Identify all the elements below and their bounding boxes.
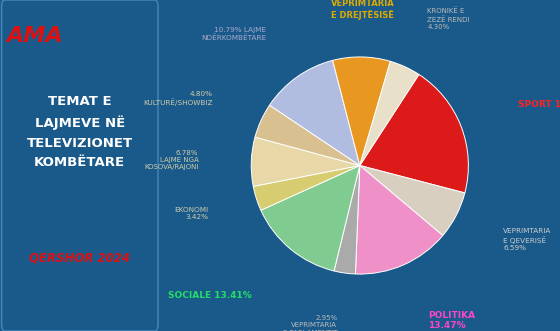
Text: POLITIKA
13.47%: POLITIKA 13.47%	[428, 311, 475, 330]
Text: QERSHOR 2024: QERSHOR 2024	[29, 252, 130, 265]
Wedge shape	[255, 105, 360, 166]
Wedge shape	[269, 60, 360, 166]
Text: 10.79% LAJME
NDËRKOMBËTARE: 10.79% LAJME NDËRKOMBËTARE	[201, 26, 267, 41]
Text: 2.95%
VEPRIMTARIA
E PARLAMENTIT: 2.95% VEPRIMTARIA E PARLAMENTIT	[283, 315, 337, 331]
Wedge shape	[333, 57, 390, 166]
Wedge shape	[360, 61, 419, 166]
Wedge shape	[253, 166, 360, 210]
Text: 4.80%
KULTURË/SHOWBIZ: 4.80% KULTURË/SHOWBIZ	[143, 91, 213, 106]
Text: SPORT 18.50%: SPORT 18.50%	[518, 100, 560, 109]
Wedge shape	[360, 166, 465, 236]
Text: KRONIKË E
ZEZË RENDI
4.30%: KRONIKË E ZEZË RENDI 4.30%	[427, 8, 470, 30]
Text: VEPRIMTARIA
E QEVERISË
6.59%: VEPRIMTARIA E QEVERISË 6.59%	[503, 228, 552, 251]
Wedge shape	[251, 137, 360, 186]
Text: AMA: AMA	[7, 26, 63, 46]
Wedge shape	[356, 166, 443, 274]
Wedge shape	[334, 166, 360, 274]
Wedge shape	[360, 74, 468, 193]
Text: 6.78%
LAJME NGA
KOSOVA/RAJONI: 6.78% LAJME NGA KOSOVA/RAJONI	[144, 150, 198, 170]
Text: SOCIALE 13.41%: SOCIALE 13.41%	[168, 291, 251, 301]
Text: EKONOMI
3.42%: EKONOMI 3.42%	[174, 207, 208, 220]
Text: 7.96%
VEPRIMTARIA
E DREJTËSISË: 7.96% VEPRIMTARIA E DREJTËSISË	[330, 0, 394, 20]
Text: TEMAT E
LAJMEVE NË
TELEVIZIONET
KOMBËTARE: TEMAT E LAJMEVE NË TELEVIZIONET KOMBËTAR…	[27, 95, 133, 169]
Wedge shape	[261, 166, 360, 271]
